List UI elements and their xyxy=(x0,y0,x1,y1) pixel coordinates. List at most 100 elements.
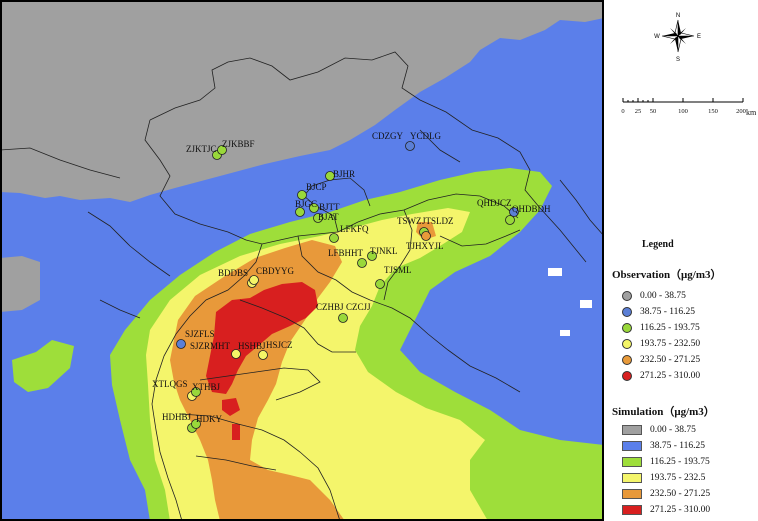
simulation-legend-item: 193.75 - 232.5 xyxy=(622,472,705,484)
station-marker xyxy=(191,419,201,429)
station-label: XTLQGS xyxy=(152,379,188,389)
station-label: SJZRMHT xyxy=(190,341,231,351)
legend-swatch-icon xyxy=(622,425,642,435)
station-marker xyxy=(338,313,348,323)
legend-dot-icon xyxy=(622,355,632,365)
scale-tick: 0 xyxy=(621,108,625,115)
compass-rose-icon: N S E W xyxy=(654,13,701,62)
station-marker xyxy=(357,258,367,268)
station-label: TJNKL xyxy=(370,246,398,256)
coast-gaps xyxy=(548,268,592,336)
station-marker xyxy=(309,203,319,213)
legend-dot-icon xyxy=(622,291,632,301)
station-labels: ZJKTJC ZJKBBF CDZGY YCDLG BJHR BJCP BJGC… xyxy=(152,131,551,424)
station-label: QHDJCZ xyxy=(477,198,512,208)
station-marker xyxy=(509,207,519,217)
station-label: LFBHHT xyxy=(328,248,364,258)
simulation-legend-item: 271.25 - 310.00 xyxy=(622,504,710,516)
compass-south: S xyxy=(676,57,680,62)
observation-legend-item: 116.25 - 193.75 xyxy=(622,322,700,334)
station-marker xyxy=(405,141,415,151)
station-label: TSWZ xyxy=(397,216,422,226)
station-marker xyxy=(176,339,186,349)
legend-dot-icon xyxy=(622,323,632,333)
simulation-field-red xyxy=(206,282,318,440)
legend-title: Legend xyxy=(642,239,674,250)
station-marker xyxy=(295,207,305,217)
legend-swatch-icon xyxy=(622,505,642,515)
legend-dot-icon xyxy=(622,371,632,381)
station-label: CDZGY xyxy=(372,131,403,141)
station-label: ZJKBBF xyxy=(222,139,255,149)
station-label: CBDYYG xyxy=(256,266,295,276)
station-marker xyxy=(191,387,201,397)
station-label: HSHBJ xyxy=(238,341,266,351)
scale-tick: 100 xyxy=(678,108,688,115)
station-label: YCDLG xyxy=(410,131,441,141)
legend-dot-icon xyxy=(622,307,632,317)
station-label: SJZFLS xyxy=(185,329,215,339)
simulation-field-green-patch xyxy=(12,340,74,392)
station-marker xyxy=(375,279,385,289)
station-label: BJTT xyxy=(319,202,340,212)
station-marker xyxy=(231,349,241,359)
station-label: BJGC xyxy=(295,199,317,209)
station-label: BDDBS xyxy=(218,268,248,278)
simulation-field-grey xyxy=(0,0,604,312)
observation-legend-item: 193.75 - 232.50 xyxy=(622,338,700,350)
station-label: HSJCZ xyxy=(266,340,293,350)
legend-swatch-icon xyxy=(622,489,642,499)
station-label: HDHBJ xyxy=(162,412,192,422)
station-label: ZJKTJC xyxy=(186,144,217,154)
observation-legend-item: 271.25 - 310.00 xyxy=(622,370,700,382)
scale-tick: 150 xyxy=(708,108,718,115)
compass-west: W xyxy=(654,34,660,40)
pollution-map: ZJKTJC ZJKBBF CDZGY YCDLG BJHR BJCP BJGC… xyxy=(0,0,604,521)
station-marker xyxy=(325,171,335,181)
simulation-legend-item: 116.25 - 193.75 xyxy=(622,456,710,468)
observation-legend-item: 38.75 - 116.25 xyxy=(622,306,695,318)
station-marker xyxy=(505,215,515,225)
station-marker xyxy=(217,145,227,155)
simulation-legend-item: 0.00 - 38.75 xyxy=(622,424,696,436)
station-marker xyxy=(367,251,377,261)
station-marker xyxy=(313,213,323,223)
station-label: XTHBJ xyxy=(192,382,220,392)
scale-unit: km xyxy=(746,108,757,117)
station-label: BJCP xyxy=(306,182,327,192)
station-marker xyxy=(329,233,339,243)
simulation-legend-item: 232.50 - 271.25 xyxy=(622,488,710,500)
scale-tick: 50 xyxy=(649,108,657,115)
boundary-lines xyxy=(0,51,604,521)
station-marker xyxy=(249,275,259,285)
station-label: QHDBDH xyxy=(512,204,551,214)
compass-north: N xyxy=(676,13,680,19)
scale-tick: 25 xyxy=(634,108,642,115)
station-marker xyxy=(421,231,431,241)
station-label: CZCJJ xyxy=(346,302,371,312)
station-label: LFKFQ xyxy=(340,224,369,234)
station-label: HDKY xyxy=(196,414,222,424)
legend-dot-icon xyxy=(622,339,632,349)
compass-east: E xyxy=(697,34,701,40)
station-label: CZHBJ xyxy=(316,302,344,312)
legend-swatch-icon xyxy=(622,457,642,467)
legend-panel: N S E W 0 25 50 100 150 200 km Legend Ob… xyxy=(606,0,758,521)
simulation-legend-title: Simulation（μg/m3） xyxy=(612,406,715,418)
observation-legend-title: Observation（μg/m3） xyxy=(612,269,722,281)
station-label: BJAT xyxy=(318,212,339,222)
scale-bar xyxy=(622,98,744,103)
station-label: BJHR xyxy=(333,169,355,179)
legend-swatch-icon xyxy=(622,473,642,483)
map-frame xyxy=(0,0,604,521)
station-label: JTSLDZ xyxy=(422,216,454,226)
station-markers xyxy=(176,141,519,433)
station-marker xyxy=(258,350,268,360)
observation-legend-item: 0.00 - 38.75 xyxy=(622,290,686,302)
station-label: TJHXYJL xyxy=(406,241,444,251)
station-marker xyxy=(297,190,307,200)
legend-swatch-icon xyxy=(622,441,642,451)
scale-tick: 200 xyxy=(736,108,746,115)
observation-legend-item: 232.50 - 271.25 xyxy=(622,354,700,366)
simulation-legend-item: 38.75 - 116.25 xyxy=(622,440,705,452)
